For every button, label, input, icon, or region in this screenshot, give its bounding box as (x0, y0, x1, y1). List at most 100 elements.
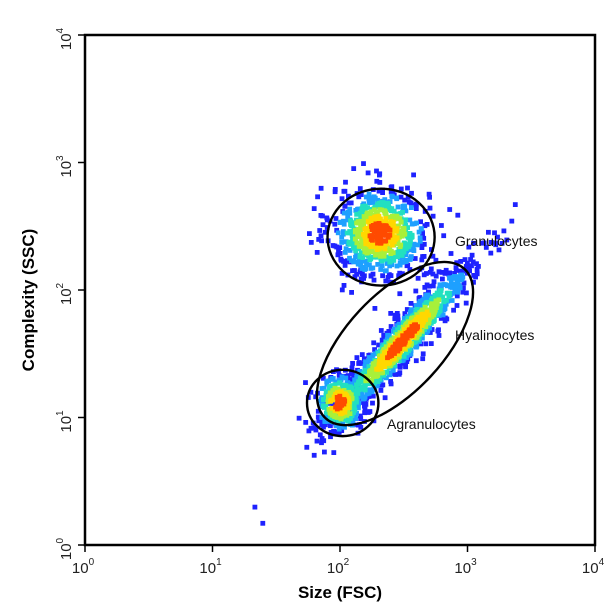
scatter-point (455, 212, 461, 218)
scatter-point (420, 254, 425, 259)
scatter-point (442, 271, 448, 276)
scatter-point (369, 356, 375, 362)
population-gates (305, 187, 475, 438)
scatter-point (304, 444, 310, 450)
scatter-point (376, 342, 381, 348)
scatter-point (347, 411, 353, 416)
scatter-point (408, 247, 414, 253)
scatter-point (362, 406, 368, 412)
scatter-point (424, 295, 429, 301)
scatter-point (355, 226, 361, 232)
scatter-point (359, 352, 365, 357)
scatter-point (318, 185, 324, 191)
scatter-point (337, 251, 343, 256)
scatter-point (330, 397, 336, 403)
scatter-point (322, 397, 328, 402)
scatter-point (397, 363, 403, 369)
scatter-point (380, 187, 385, 193)
scatter-point (407, 237, 413, 243)
scatter-point (337, 393, 343, 399)
scatter-point (334, 227, 340, 233)
scatter-point (501, 228, 507, 234)
scatter-point (411, 172, 416, 178)
scatter-point (370, 247, 375, 252)
scatter-point (383, 238, 389, 244)
scatter-point (423, 341, 429, 347)
scatter-point (350, 419, 356, 425)
scatter-point (320, 375, 326, 381)
scatter-point (396, 327, 401, 333)
scatter-point (377, 172, 382, 178)
scatter-point (397, 255, 403, 261)
scatter-point (422, 223, 428, 229)
scatter-point (330, 388, 336, 393)
y-axis-title: Complexity (SSC) (19, 229, 38, 372)
scatter-point (401, 335, 407, 341)
scatter-point (361, 161, 366, 166)
scatter-point (380, 232, 385, 238)
scatter-point (388, 219, 393, 224)
scatter-point (329, 405, 335, 411)
scatter-point (367, 409, 373, 414)
scatter-point (323, 403, 329, 409)
scatter-point (395, 313, 401, 319)
scatter-point (378, 388, 384, 393)
scatter-point (311, 452, 317, 458)
scatter-point (400, 207, 406, 212)
scatter-point (372, 207, 377, 213)
scatter-point (458, 259, 464, 264)
scatter-point (412, 319, 418, 324)
scatter-point (397, 370, 403, 376)
scatter-point (380, 273, 385, 279)
scatter-point (327, 416, 333, 421)
scatter-point (359, 258, 364, 264)
scatter-point (453, 268, 459, 273)
scatter-point (326, 378, 332, 384)
scatter-point (370, 271, 376, 277)
scatter-point (317, 228, 323, 233)
scatter-point (427, 283, 432, 289)
scatter-point (343, 210, 348, 216)
scatter-point (397, 325, 403, 330)
scatter-point (369, 233, 375, 238)
scatter-point (342, 405, 348, 411)
scatter-point (428, 341, 434, 346)
scatter-point (420, 356, 426, 362)
scatter-point (418, 322, 424, 328)
scatter-point (370, 393, 376, 399)
scatter-point (389, 242, 395, 247)
scatter-point (336, 429, 342, 435)
scatter-point (388, 258, 394, 264)
scatter-point (389, 253, 395, 259)
scatter-point (366, 358, 371, 364)
y-tick-label: 103 (55, 155, 75, 178)
scatter-point (378, 328, 384, 333)
scatter-point (415, 242, 421, 248)
scatter-point (336, 372, 342, 378)
scatter-point (382, 352, 387, 358)
scatter-point (322, 229, 328, 235)
scatter-point (376, 188, 382, 194)
scatter-point (404, 307, 410, 312)
scatter-point (378, 267, 384, 272)
scatter-point (341, 230, 346, 236)
scatter-point (442, 306, 448, 312)
scatter-point (345, 213, 351, 219)
scatter-point (371, 229, 377, 235)
scatter-point (338, 256, 344, 262)
scatter-point (432, 293, 438, 298)
scatter-point (455, 276, 460, 282)
scatter-point (452, 271, 457, 276)
scatter-point (322, 449, 327, 455)
scatter-point (387, 351, 393, 357)
scatter-point (363, 194, 369, 200)
scatter-point (397, 291, 403, 297)
scatter-point (367, 352, 373, 358)
scatter-point (398, 186, 404, 192)
scatter-point (363, 258, 368, 264)
scatter-point (460, 289, 466, 295)
scatter-point (396, 230, 402, 236)
scatter-point (408, 310, 413, 316)
scatter-point (426, 191, 432, 197)
scatter-point (314, 250, 320, 255)
